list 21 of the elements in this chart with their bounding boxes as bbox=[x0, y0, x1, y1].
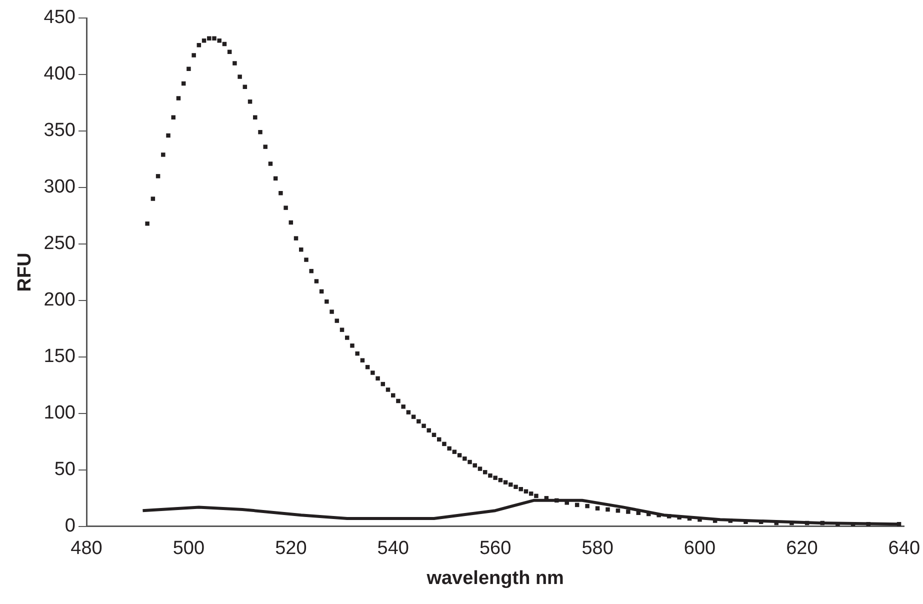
x-tick-label: 600 bbox=[684, 538, 716, 560]
y-tick-label: 150 bbox=[44, 346, 76, 368]
x-tick-label: 640 bbox=[888, 538, 920, 560]
y-tick-label: 200 bbox=[44, 290, 76, 311]
y-tick-label: 400 bbox=[44, 64, 76, 85]
y-axis-title: RFU bbox=[14, 252, 36, 292]
x-tick-label: 500 bbox=[172, 538, 205, 560]
x-tick-label: 520 bbox=[275, 538, 307, 560]
y-tick-label: 450 bbox=[44, 7, 76, 28]
x-tick-label: 560 bbox=[479, 538, 512, 560]
x-tick-label: 480 bbox=[70, 538, 102, 560]
x-axis-title: wavelength nm bbox=[426, 568, 564, 589]
y-tick-label: 0 bbox=[64, 516, 76, 537]
y-tick-label: 300 bbox=[44, 176, 76, 198]
x-tick-label: 580 bbox=[582, 538, 614, 560]
y-tick-label: 100 bbox=[44, 402, 76, 424]
x-tick-label: 620 bbox=[786, 538, 818, 560]
y-tick-label: 250 bbox=[44, 233, 76, 254]
y-tick-label: 50 bbox=[54, 459, 76, 480]
y-tick-label: 350 bbox=[44, 120, 76, 142]
x-tick-label: 540 bbox=[377, 538, 409, 560]
